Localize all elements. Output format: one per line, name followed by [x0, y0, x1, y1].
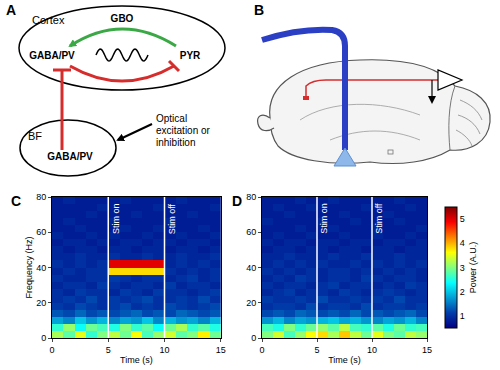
svg-text:4: 4 — [460, 238, 465, 248]
svg-text:0: 0 — [259, 345, 264, 355]
svg-text:D: D — [232, 193, 242, 209]
svg-text:60: 60 — [36, 227, 46, 237]
svg-text:Frequency (Hz): Frequency (Hz) — [24, 236, 34, 298]
svg-text:Stim off: Stim off — [374, 203, 384, 234]
svg-text:3: 3 — [460, 263, 465, 273]
svg-text:Stim on: Stim on — [111, 203, 121, 234]
svg-text:excitation or: excitation or — [156, 125, 211, 136]
svg-text:Time (s): Time (s) — [120, 355, 153, 365]
svg-text:20: 20 — [246, 298, 256, 308]
svg-text:PYR: PYR — [180, 50, 201, 61]
svg-text:20: 20 — [36, 298, 46, 308]
svg-text:Cortex: Cortex — [32, 14, 65, 26]
svg-text:0: 0 — [41, 333, 46, 343]
svg-text:60: 60 — [246, 227, 256, 237]
svg-text:GABA/PV: GABA/PV — [29, 50, 75, 61]
svg-text:10: 10 — [367, 345, 377, 355]
svg-text:80: 80 — [246, 192, 256, 202]
svg-text:inhibition: inhibition — [156, 137, 195, 148]
svg-text:5: 5 — [106, 345, 111, 355]
svg-text:0: 0 — [49, 345, 54, 355]
svg-text:B: B — [254, 2, 264, 18]
svg-text:40: 40 — [246, 263, 256, 273]
svg-text:C: C — [11, 193, 21, 209]
svg-text:Stim off: Stim off — [167, 203, 177, 234]
svg-text:5: 5 — [314, 345, 319, 355]
svg-text:1: 1 — [460, 311, 465, 321]
svg-text:40: 40 — [36, 263, 46, 273]
svg-text:A: A — [6, 2, 16, 18]
svg-text:0: 0 — [251, 333, 256, 343]
svg-text:Power (A.U.): Power (A.U.) — [468, 242, 478, 294]
svg-text:15: 15 — [422, 345, 432, 355]
svg-text:5: 5 — [460, 214, 465, 224]
svg-text:Stim on: Stim on — [319, 203, 329, 234]
svg-text:80: 80 — [36, 192, 46, 202]
svg-text:Time (s): Time (s) — [328, 355, 361, 365]
svg-text:2: 2 — [460, 287, 465, 297]
svg-text:GBO: GBO — [111, 13, 134, 24]
svg-text:Optical: Optical — [156, 113, 187, 124]
svg-text:15: 15 — [216, 345, 226, 355]
svg-text:10: 10 — [159, 345, 169, 355]
svg-text:BF: BF — [28, 130, 42, 142]
svg-text:GABA/PV: GABA/PV — [47, 151, 93, 162]
